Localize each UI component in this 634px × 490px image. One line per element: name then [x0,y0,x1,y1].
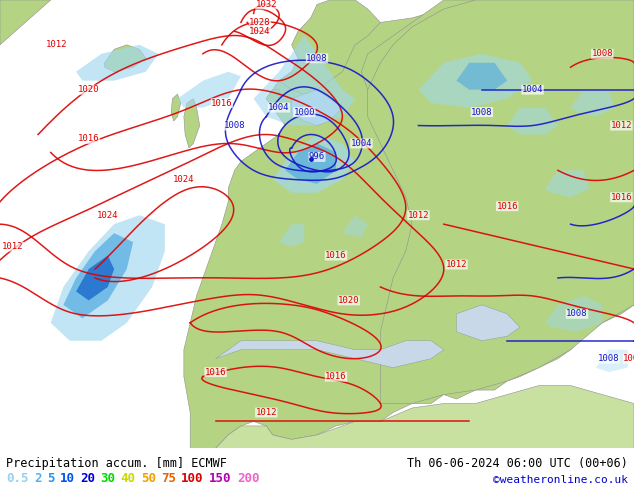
Polygon shape [368,0,634,404]
Text: 1012: 1012 [446,260,467,269]
Text: 1008: 1008 [566,309,588,318]
Text: 1008: 1008 [592,49,613,58]
Text: 1008: 1008 [306,54,328,63]
Text: 2: 2 [34,472,42,485]
Polygon shape [190,386,634,448]
Text: 1008: 1008 [471,108,493,117]
Text: 1008: 1008 [598,354,619,363]
Polygon shape [266,90,279,108]
Polygon shape [76,256,114,300]
Text: 30: 30 [100,472,115,485]
Text: 1032: 1032 [256,0,277,9]
Text: 1016: 1016 [205,368,226,377]
Polygon shape [596,350,628,372]
Polygon shape [178,72,241,108]
Text: 200: 200 [237,472,259,485]
Text: 1004: 1004 [522,85,543,94]
Polygon shape [507,108,558,135]
Text: 100: 100 [181,472,204,485]
Polygon shape [361,0,507,108]
Polygon shape [184,98,200,148]
Text: Th 06-06-2024 06:00 UTC (00+06): Th 06-06-2024 06:00 UTC (00+06) [407,457,628,470]
Polygon shape [76,45,158,81]
Text: 1028: 1028 [249,18,271,27]
Polygon shape [254,36,355,125]
Text: 5: 5 [47,472,55,485]
Polygon shape [216,341,444,368]
Text: 75: 75 [161,472,176,485]
Text: 40: 40 [120,472,136,485]
Polygon shape [279,0,380,94]
Text: ©weatheronline.co.uk: ©weatheronline.co.uk [493,475,628,485]
Text: 10: 10 [60,472,75,485]
Text: Precipitation accum. [mm] ECMWF: Precipitation accum. [mm] ECMWF [6,457,227,470]
Text: 1020: 1020 [78,85,100,94]
Text: 1008: 1008 [224,121,245,130]
Text: 1000: 1000 [294,108,315,117]
Polygon shape [184,0,634,448]
Text: 1020: 1020 [338,296,359,305]
Polygon shape [545,171,590,197]
Text: 1012: 1012 [611,121,632,130]
Polygon shape [456,63,507,90]
Text: 20: 20 [80,472,95,485]
Text: 1012: 1012 [408,211,429,220]
Text: 1024: 1024 [97,211,119,220]
Text: 1012: 1012 [2,242,23,251]
Text: 1004: 1004 [268,103,290,112]
Text: 996: 996 [309,152,325,161]
Text: 1004: 1004 [351,139,372,148]
Polygon shape [171,94,181,121]
Polygon shape [0,0,51,45]
Text: 150: 150 [209,472,231,485]
Polygon shape [456,305,520,341]
Polygon shape [105,45,146,72]
Polygon shape [273,135,355,193]
Text: 1016: 1016 [325,251,347,260]
Text: 1016: 1016 [496,202,518,211]
Polygon shape [292,90,342,125]
Text: 1024: 1024 [249,27,271,36]
Polygon shape [51,215,165,341]
Text: 1008: 1008 [623,354,634,363]
Polygon shape [342,215,368,238]
Text: 1016: 1016 [611,193,632,202]
Text: 0.5: 0.5 [6,472,29,485]
Polygon shape [63,233,133,318]
Polygon shape [279,224,304,246]
Polygon shape [418,54,533,108]
Polygon shape [571,90,615,117]
Text: 1012: 1012 [46,40,68,49]
Text: 1016: 1016 [211,98,233,108]
Text: 1024: 1024 [173,175,195,184]
Text: 1016: 1016 [78,134,100,144]
Text: 50: 50 [141,472,156,485]
Text: 1016: 1016 [325,372,347,381]
Polygon shape [285,144,336,184]
Polygon shape [545,296,602,332]
Text: 1012: 1012 [256,408,277,417]
